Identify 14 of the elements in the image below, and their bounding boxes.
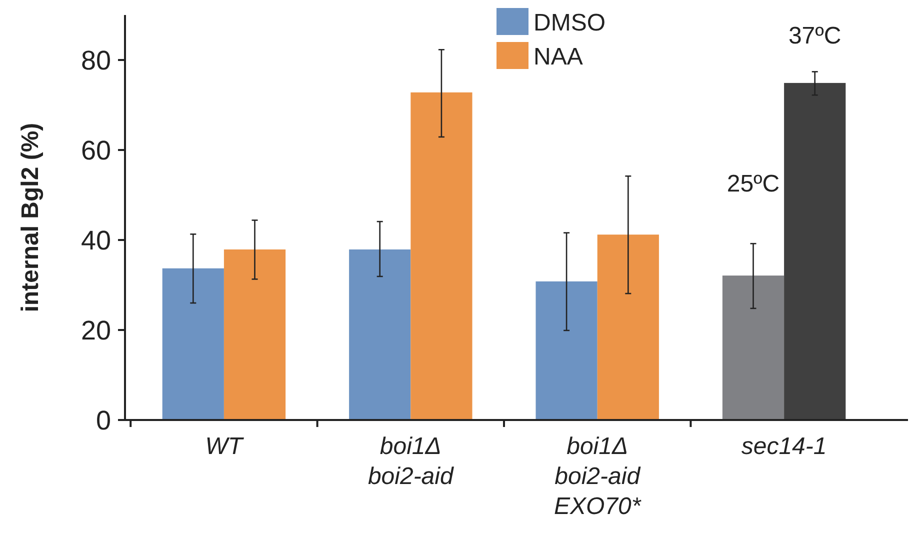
y-tick-label: 20 bbox=[80, 315, 111, 346]
legend-label: DMSO bbox=[534, 9, 606, 36]
legend-label: NAA bbox=[534, 43, 583, 70]
annotation: 25ºC bbox=[726, 170, 780, 198]
y-tick-label: 40 bbox=[80, 225, 111, 256]
x-tick-label: sec14-1 bbox=[741, 433, 827, 460]
y-tick-label: 80 bbox=[80, 45, 111, 76]
x-tick-label: WT bbox=[205, 433, 245, 460]
annotation: 37ºC bbox=[788, 22, 842, 50]
x-tick-label: boi1Δ boi2-aid bbox=[368, 433, 454, 490]
y-axis-title: internal Bgl2 (%) bbox=[17, 122, 44, 312]
y-tick-label: 60 bbox=[80, 135, 111, 166]
y-tick-label: 0 bbox=[96, 405, 111, 436]
x-tick-label: boi1Δ boi2-aid EXO70* bbox=[554, 433, 642, 520]
